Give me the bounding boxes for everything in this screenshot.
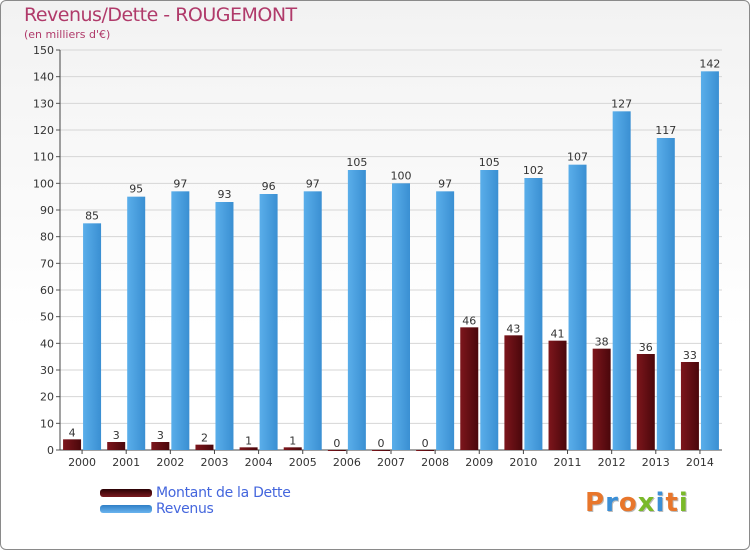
y-tick-label: 70 (40, 257, 54, 270)
data-label-dette: 46 (462, 314, 476, 327)
data-label-revenus: 107 (567, 151, 588, 164)
data-label-dette: 38 (595, 336, 609, 349)
y-tick-label: 100 (33, 177, 54, 190)
bar-revenus (259, 194, 278, 450)
x-tick-label: 2000 (68, 456, 96, 469)
bar-revenus (524, 178, 543, 450)
data-label-dette: 0 (333, 437, 340, 450)
data-label-dette: 2 (201, 432, 208, 445)
data-label-revenus: 117 (655, 124, 676, 137)
bar-dette (195, 444, 214, 450)
chart-title: Revenus/Dette - ROUGEMONT (24, 4, 297, 26)
bar-revenus (568, 164, 587, 450)
bar-revenus (215, 202, 234, 450)
bar-dette (327, 450, 346, 451)
data-label-revenus: 97 (438, 177, 452, 190)
x-tick-label: 2014 (686, 456, 714, 469)
bar-revenus (436, 191, 455, 451)
bar-dette (548, 340, 567, 450)
bar-revenus (303, 191, 322, 451)
data-label-revenus: 127 (611, 97, 632, 110)
legend-swatch-dette (100, 489, 152, 497)
bar-dette (680, 362, 699, 450)
bar-dette (416, 450, 435, 451)
data-label-revenus: 142 (699, 57, 720, 70)
data-label-revenus: 97 (306, 177, 320, 190)
legend-swatch-revenus (100, 505, 152, 513)
data-label-revenus: 97 (173, 177, 187, 190)
y-tick-label: 50 (40, 311, 54, 324)
bar-revenus (612, 111, 631, 450)
data-label-revenus: 93 (217, 188, 231, 201)
y-tick-label: 60 (40, 284, 54, 297)
bar-dette (239, 447, 258, 450)
y-tick-label: 0 (47, 444, 54, 457)
chart-subtitle: (en milliers d'€) (24, 28, 111, 41)
data-label-dette: 1 (289, 434, 296, 447)
data-label-dette: 0 (378, 437, 385, 450)
data-label-revenus: 95 (129, 183, 143, 196)
x-tick-label: 2011 (554, 456, 582, 469)
bar-dette (592, 348, 611, 450)
data-label-dette: 33 (683, 349, 697, 362)
bar-revenus (171, 191, 190, 451)
y-tick-label: 80 (40, 231, 54, 244)
y-tick-label: 10 (40, 417, 54, 430)
x-tick-label: 2010 (509, 456, 537, 469)
data-label-dette: 4 (69, 426, 76, 439)
y-tick-label: 40 (40, 337, 54, 350)
bar-revenus (480, 170, 499, 450)
legend-label-dette: Montant de la Dette (156, 485, 291, 501)
y-tick-label: 140 (33, 71, 54, 84)
data-label-revenus: 85 (85, 209, 99, 222)
bar-revenus (656, 138, 675, 450)
data-label-revenus: 96 (262, 180, 276, 193)
x-tick-label: 2009 (465, 456, 493, 469)
legend-label-revenus: Revenus (156, 501, 214, 517)
x-tick-label: 2012 (598, 456, 626, 469)
x-tick-label: 2001 (112, 456, 140, 469)
bar-revenus (392, 183, 410, 451)
data-label-dette: 0 (422, 437, 429, 450)
bar-revenus (347, 170, 366, 450)
x-tick-label: 2002 (156, 456, 184, 469)
x-tick-label: 2013 (642, 456, 670, 469)
bar-dette (107, 442, 126, 450)
bar-dette (504, 335, 523, 450)
x-tick-label: 2007 (377, 456, 405, 469)
data-label-dette: 36 (639, 341, 653, 354)
x-tick-label: 2006 (333, 456, 361, 469)
bar-dette (460, 327, 479, 450)
bar-revenus (700, 71, 719, 450)
data-label-revenus: 105 (346, 156, 367, 169)
x-tick-label: 2004 (245, 456, 273, 469)
data-label-dette: 41 (551, 328, 565, 341)
y-tick-label: 120 (33, 124, 54, 137)
data-label-dette: 43 (506, 322, 520, 335)
x-tick-label: 2008 (421, 456, 449, 469)
y-tick-label: 130 (33, 97, 54, 110)
data-label-revenus: 102 (523, 164, 544, 177)
y-tick-label: 90 (40, 204, 54, 217)
data-label-dette: 3 (113, 429, 120, 442)
y-tick-label: 30 (40, 364, 54, 377)
bar-dette (63, 439, 82, 450)
x-tick-label: 2003 (200, 456, 228, 469)
data-label-revenus: 105 (479, 156, 500, 169)
bar-dette (636, 354, 655, 450)
bar-dette (151, 442, 170, 450)
y-tick-label: 20 (40, 391, 54, 404)
data-label-dette: 3 (157, 429, 164, 442)
bar-dette (372, 450, 390, 451)
x-tick-label: 2005 (289, 456, 317, 469)
bar-dette (283, 447, 302, 450)
y-tick-label: 150 (33, 44, 54, 57)
data-label-dette: 1 (245, 434, 252, 447)
bar-revenus (83, 223, 102, 450)
y-tick-label: 110 (33, 151, 54, 164)
proxiti-logo: Proxiti (585, 488, 689, 518)
data-label-revenus: 100 (391, 169, 412, 182)
bar-revenus (127, 196, 146, 450)
